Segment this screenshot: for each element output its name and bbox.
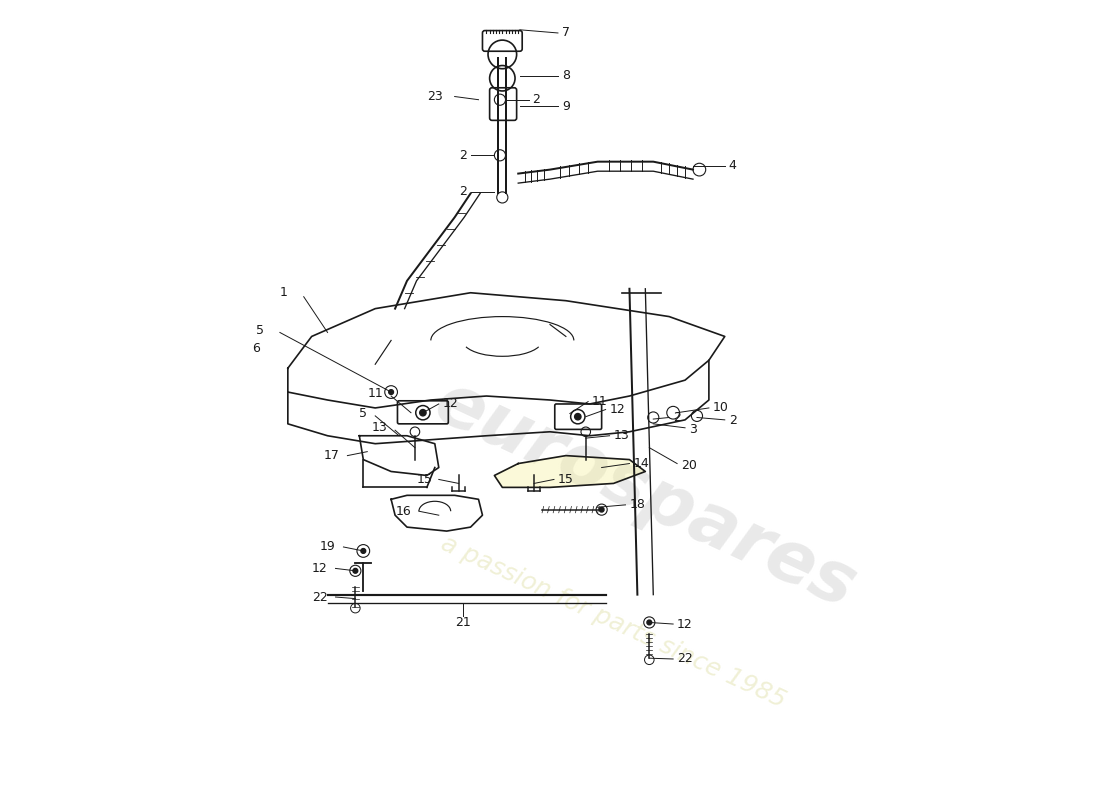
Text: 16: 16 bbox=[395, 505, 411, 518]
Circle shape bbox=[600, 507, 604, 512]
Text: 6: 6 bbox=[252, 342, 260, 355]
Text: 19: 19 bbox=[320, 541, 336, 554]
Text: 4: 4 bbox=[728, 159, 737, 172]
Polygon shape bbox=[494, 456, 646, 487]
Circle shape bbox=[420, 410, 426, 416]
Text: 9: 9 bbox=[562, 99, 570, 113]
Text: 11: 11 bbox=[367, 387, 383, 400]
Text: 5: 5 bbox=[360, 407, 367, 420]
Text: 15: 15 bbox=[417, 473, 432, 486]
Text: 12: 12 bbox=[442, 398, 459, 410]
Text: 8: 8 bbox=[562, 70, 570, 82]
Text: 15: 15 bbox=[558, 473, 574, 486]
Circle shape bbox=[353, 569, 358, 573]
Text: 3: 3 bbox=[689, 423, 697, 436]
Text: 10: 10 bbox=[713, 402, 728, 414]
Text: 12: 12 bbox=[678, 618, 693, 630]
Circle shape bbox=[647, 620, 651, 625]
Text: 23: 23 bbox=[427, 90, 442, 103]
Circle shape bbox=[388, 390, 394, 394]
Text: 5: 5 bbox=[256, 323, 264, 337]
Text: a passion for parts since 1985: a passion for parts since 1985 bbox=[438, 532, 790, 713]
Text: 2: 2 bbox=[531, 93, 540, 106]
Text: 2: 2 bbox=[728, 414, 737, 427]
Text: 2: 2 bbox=[673, 411, 681, 424]
Text: 18: 18 bbox=[629, 498, 646, 511]
Text: 7: 7 bbox=[562, 26, 570, 39]
Text: 22: 22 bbox=[311, 590, 328, 603]
Text: eurospares: eurospares bbox=[424, 367, 867, 623]
Circle shape bbox=[361, 549, 365, 554]
Text: 12: 12 bbox=[311, 562, 328, 575]
Text: 21: 21 bbox=[454, 616, 471, 629]
Text: 1: 1 bbox=[280, 286, 288, 299]
Text: 17: 17 bbox=[323, 449, 340, 462]
Text: 12: 12 bbox=[609, 403, 625, 416]
Text: 13: 13 bbox=[614, 430, 629, 442]
Text: 20: 20 bbox=[681, 458, 697, 472]
Circle shape bbox=[574, 414, 581, 420]
Text: 2: 2 bbox=[459, 186, 466, 198]
Text: 11: 11 bbox=[592, 395, 607, 408]
Text: 14: 14 bbox=[634, 457, 649, 470]
Text: 22: 22 bbox=[678, 653, 693, 666]
Text: 2: 2 bbox=[459, 149, 466, 162]
Text: 13: 13 bbox=[372, 422, 387, 434]
